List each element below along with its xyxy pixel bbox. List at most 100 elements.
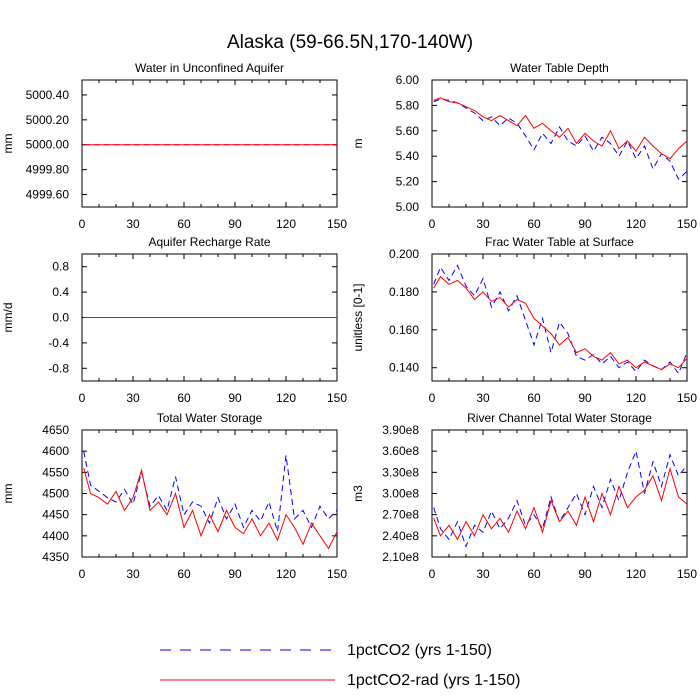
- y-tick-label: 0.8: [52, 260, 69, 274]
- y-axis-label: unitless [0-1]: [351, 283, 365, 351]
- x-tick-label: 30: [476, 567, 490, 581]
- y-tick-label: 4550: [42, 465, 69, 479]
- y-tick-label: 2.70e8: [382, 508, 419, 522]
- y-tick-label: 5.00: [396, 200, 420, 214]
- panels: Water in Unconfined Aquifer mm 0 30 60 90 120 1…: [1, 61, 697, 581]
- y-tick-label: 4600: [42, 444, 69, 458]
- chart-title: Total Water Storage: [157, 411, 263, 425]
- chart-river-channel-total-water-storage: River Channel Total Water Storage m3 0 30 60…: [351, 411, 697, 581]
- y-tick-label: 5.60: [396, 124, 420, 138]
- y-tick-label: 2.10e8: [382, 550, 419, 564]
- x-tick-label: 120: [276, 391, 296, 405]
- y-axis-label: mm: [1, 134, 15, 154]
- figure-title: Alaska (59-66.5N,170-140W): [227, 32, 473, 53]
- x-tick-label: 30: [126, 567, 140, 581]
- x-tick-label: 150: [327, 217, 347, 231]
- x-tick-label: 60: [177, 217, 191, 231]
- y-tick-label: 5.80: [396, 98, 420, 112]
- y-tick-label: 6.00: [396, 73, 420, 87]
- y-axis-label: m3: [351, 485, 365, 502]
- x-tick-label: 30: [476, 217, 490, 231]
- x-tick-label: 0: [429, 391, 436, 405]
- plot-frame: [431, 253, 688, 382]
- series-line-1pctco2-rad: [83, 467, 338, 550]
- x-tick-label: 60: [527, 217, 541, 231]
- legend-label-1pctco2-rad: 1pctCO2-rad (yrs 1-150): [347, 672, 520, 689]
- x-tick-label: 0: [79, 391, 86, 405]
- y-tick-label: 0.0: [52, 311, 69, 325]
- y-axis-label: mm: [1, 484, 15, 504]
- plot-frame: [81, 429, 338, 558]
- chart-title: Water in Unconfined Aquifer: [135, 61, 284, 75]
- y-tick-label: -0.4: [48, 336, 69, 350]
- x-tick-label: 120: [626, 567, 646, 581]
- chart-total-water-storage: Total Water Storage mm 0 30 60 90 120 150 4650 46…: [1, 411, 347, 581]
- series-line-1pctco2: [433, 449, 688, 548]
- x-tick-label: 60: [527, 567, 541, 581]
- x-tick-label: 60: [177, 391, 191, 405]
- chart-title: Frac Water Table at Surface: [485, 235, 634, 249]
- x-tick-label: 120: [276, 567, 296, 581]
- x-tick-label: 60: [177, 567, 191, 581]
- x-tick-label: 30: [126, 217, 140, 231]
- chart-water-table-depth: Water Table Depth m 0 30 60 90 120 150 6.00 5.80 5…: [351, 61, 697, 231]
- x-tick-label: 90: [578, 217, 592, 231]
- series-line-1pctco2: [83, 451, 338, 532]
- x-tick-label: 60: [527, 391, 541, 405]
- y-tick-label: -0.8: [48, 361, 69, 375]
- y-tick-label: 4450: [42, 508, 69, 522]
- y-tick-label: 4999.80: [26, 163, 70, 177]
- y-tick-label: 0.160: [389, 323, 419, 337]
- y-tick-label: 5000.00: [26, 138, 70, 152]
- y-tick-label: 5000.20: [26, 113, 70, 127]
- y-tick-label: 0.200: [389, 247, 419, 261]
- y-tick-label: 4350: [42, 550, 69, 564]
- x-tick-label: 120: [626, 391, 646, 405]
- y-tick-label: 2.40e8: [382, 529, 419, 543]
- y-tick-label: 0.4: [52, 285, 69, 299]
- x-tick-label: 90: [228, 217, 242, 231]
- x-tick-label: 150: [677, 567, 697, 581]
- y-tick-label: 3.90e8: [382, 423, 419, 437]
- plot-frame: [431, 429, 688, 558]
- series-line-1pctco2-rad: [433, 275, 688, 371]
- y-tick-label: 3.30e8: [382, 465, 419, 479]
- x-tick-label: 90: [228, 567, 242, 581]
- x-tick-label: 120: [626, 217, 646, 231]
- x-tick-label: 0: [79, 217, 86, 231]
- series-line-1pctco2-rad: [433, 97, 688, 160]
- chart-aquifer-recharge-rate: Aquifer Recharge Rate mm/d 0 30 60 90 120 150 0.…: [1, 235, 347, 405]
- y-tick-label: 5000.40: [26, 88, 70, 102]
- x-tick-label: 30: [476, 391, 490, 405]
- x-tick-label: 150: [327, 391, 347, 405]
- x-tick-label: 30: [126, 391, 140, 405]
- y-tick-label: 4650: [42, 423, 69, 437]
- plot-frame: [81, 79, 338, 208]
- y-axis-label: mm/d: [1, 303, 15, 333]
- y-tick-label: 4999.60: [26, 188, 70, 202]
- x-tick-label: 150: [677, 391, 697, 405]
- y-tick-label: 0.180: [389, 285, 419, 299]
- x-tick-label: 90: [578, 391, 592, 405]
- legend-label-1pctco2: 1pctCO2 (yrs 1-150): [347, 642, 492, 659]
- series-line-1pctco2-rad: [433, 466, 688, 541]
- x-tick-label: 0: [79, 567, 86, 581]
- legend: 1pctCO2 (yrs 1-150) 1pctCO2-rad (yrs 1-1…: [160, 642, 520, 689]
- chart-title: River Channel Total Water Storage: [467, 411, 652, 425]
- x-tick-label: 150: [677, 217, 697, 231]
- x-tick-label: 120: [276, 217, 296, 231]
- series-line-1pctco2: [433, 98, 688, 180]
- x-tick-label: 90: [578, 567, 592, 581]
- y-tick-label: 5.20: [396, 175, 420, 189]
- y-tick-label: 3.60e8: [382, 444, 419, 458]
- x-tick-label: 150: [327, 567, 347, 581]
- y-tick-label: 4500: [42, 487, 69, 501]
- y-tick-label: 5.40: [396, 149, 420, 163]
- chart-title: Water Table Depth: [510, 61, 609, 75]
- chart-water-in-unconfined-aquifer: Water in Unconfined Aquifer mm 0 30 60 90 120 1…: [1, 61, 347, 231]
- x-tick-label: 0: [429, 217, 436, 231]
- series-line-1pctco2: [433, 264, 688, 375]
- y-axis-label: m: [351, 139, 365, 149]
- chart-frac-water-table-at-surface: Frac Water Table at Surface unitless [0-1…: [351, 235, 697, 405]
